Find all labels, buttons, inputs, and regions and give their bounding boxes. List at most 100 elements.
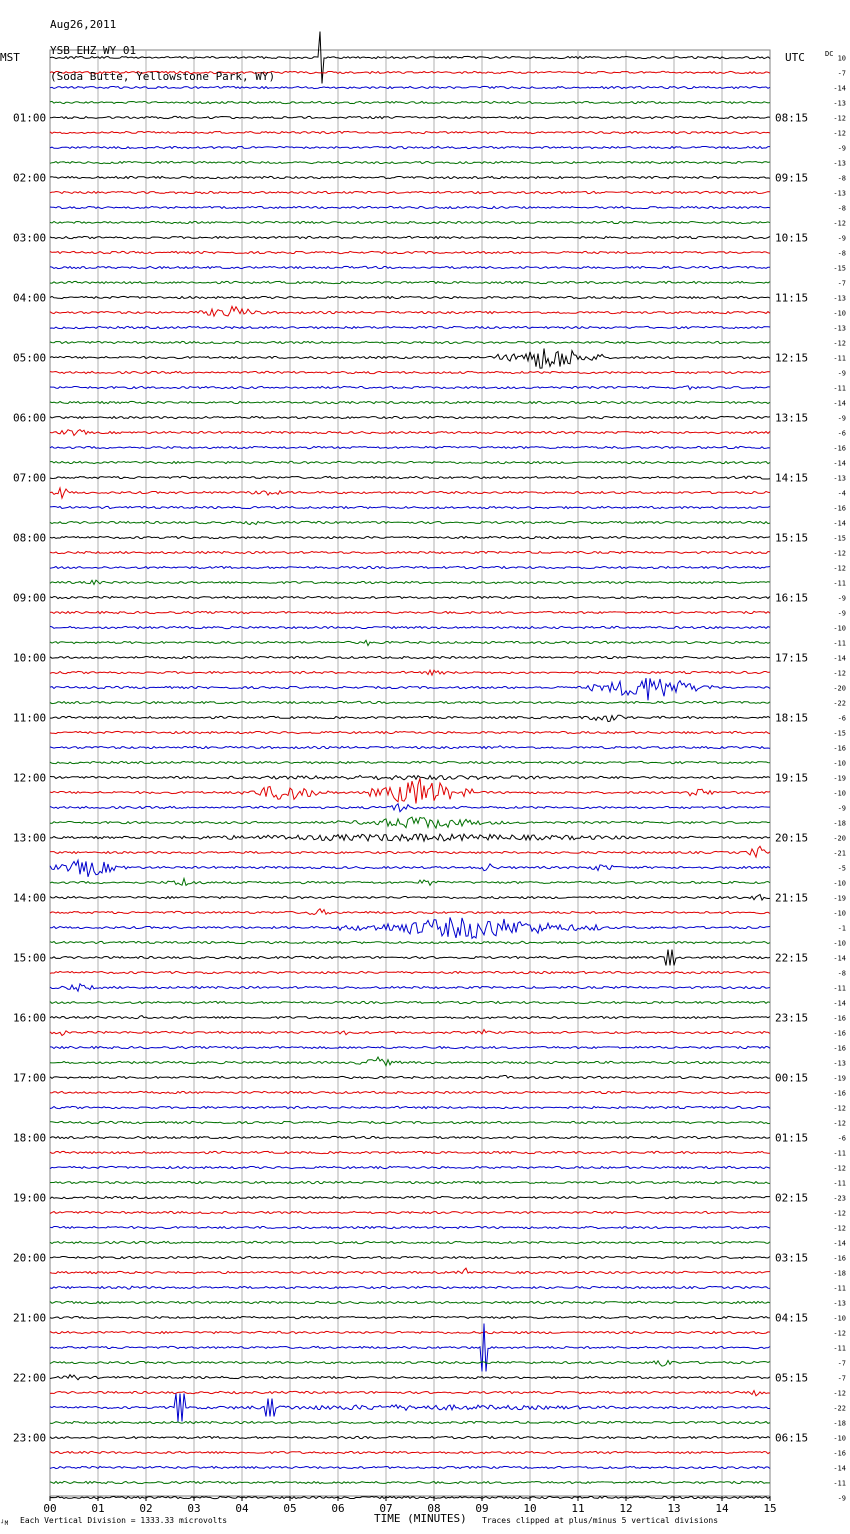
trace-line	[49, 565, 771, 570]
trace-line	[49, 428, 771, 437]
trace-line	[49, 908, 771, 916]
dc-offset-label: -9	[838, 1495, 846, 1503]
trace-line	[49, 1255, 771, 1260]
trace-line	[49, 1225, 771, 1230]
dc-offset-label: -16	[833, 1030, 846, 1038]
dc-offset-label: -19	[833, 1075, 846, 1083]
dc-offset-label: -10	[833, 1435, 846, 1443]
dc-offset-label: -16	[833, 1090, 846, 1098]
trace-line	[49, 31, 771, 84]
trace-line	[49, 486, 771, 500]
dc-offset-label: -10	[833, 760, 846, 768]
dc-offset-label: -13	[833, 475, 846, 483]
x-tick-label: 04	[235, 1502, 249, 1515]
utc-hour-label: 15:15	[775, 532, 808, 545]
mst-hour-label: 03:00	[13, 232, 46, 245]
dc-offset-label: -12	[833, 130, 846, 138]
dc-offset-label: -8	[838, 970, 846, 978]
trace-line	[49, 1323, 771, 1372]
dc-offset-label: -11	[833, 985, 846, 993]
dc-offset-label: -16	[833, 745, 846, 753]
trace-line	[49, 460, 771, 465]
utc-hour-label: 03:15	[775, 1252, 808, 1265]
mst-hour-label: 13:00	[13, 832, 46, 845]
dc-offset-label: -10	[833, 1315, 846, 1323]
trace-line	[49, 579, 771, 586]
trace-line	[50, 714, 771, 723]
trace-line	[49, 655, 771, 660]
dc-offset-label: -20	[833, 835, 846, 843]
trace-line	[49, 970, 771, 975]
dc-offset-label: -22	[833, 700, 846, 708]
trace-line	[49, 1285, 771, 1290]
trace-line	[49, 348, 771, 369]
dc-offset-label: -8	[838, 175, 846, 183]
utc-hour-label: 11:15	[775, 292, 808, 305]
trace-line	[49, 1000, 771, 1005]
header-location: (Soda Butte, Yellowstone Park, WY)	[50, 70, 276, 83]
x-tick-label: 15	[763, 1502, 776, 1515]
mst-hour-label: 06:00	[13, 412, 46, 425]
trace-line	[49, 1195, 770, 1200]
utc-hour-label: 01:15	[775, 1132, 808, 1145]
trace-line	[49, 1165, 771, 1170]
dc-offset-label: -6	[838, 430, 846, 438]
trace-line	[49, 639, 771, 647]
trace-line	[50, 1120, 771, 1125]
dc-offset-label: -21	[833, 850, 846, 858]
mst-hour-label: 05:00	[13, 352, 46, 365]
mst-hour-label: 04:00	[13, 292, 46, 305]
dc-offset-label: -15	[833, 265, 846, 273]
trace-line	[49, 1015, 771, 1020]
dc-offset-labels: 10 -7 -14 -13 -12 -12 -9 -13 -8 -13 -8 -12 -9 -8 -15 -7…	[833, 55, 846, 1503]
trace-line	[49, 1075, 771, 1080]
dc-offset-label: -11	[833, 580, 846, 588]
dc-offset-label: -16	[833, 1015, 846, 1023]
x-tick-label: 01	[91, 1502, 104, 1515]
dc-offset-label: -12	[833, 565, 846, 573]
trace-line	[49, 445, 771, 450]
trace-line	[49, 190, 771, 195]
dc-offset-label: -13	[833, 325, 846, 333]
trace-line	[49, 1028, 771, 1037]
trace-line	[49, 265, 770, 270]
trace-line	[49, 1300, 771, 1305]
dc-offset-label: -13	[833, 1060, 846, 1068]
trace-line	[49, 668, 771, 677]
dc-offset-label: -11	[833, 385, 846, 393]
dc-offset-label: -7	[838, 1360, 846, 1368]
utc-hour-label: 21:15	[775, 892, 808, 905]
clip-note: Traces clipped at plus/minus 5 vertical …	[482, 1516, 718, 1525]
trace-line	[49, 982, 771, 993]
dc-offset-label: -12	[833, 1105, 846, 1113]
mst-hour-label: 16:00	[13, 1012, 46, 1025]
dc-offset-label: -14	[833, 1000, 846, 1008]
utc-hour-label: 02:15	[775, 1192, 808, 1205]
trace-line	[49, 145, 770, 150]
x-tick-label: 13	[667, 1502, 680, 1515]
dc-offset-label: -14	[833, 520, 846, 528]
mst-hour-label: 15:00	[13, 952, 46, 965]
trace-line	[49, 625, 771, 630]
x-tick-label: 02	[139, 1502, 152, 1515]
x-tick-label: 11	[571, 1502, 584, 1515]
dc-offset-label: -12	[833, 550, 846, 558]
dc-offset-label: -11	[833, 640, 846, 648]
trace-line	[49, 305, 771, 318]
corner-mark: ┘M	[0, 1519, 9, 1527]
trace-line	[49, 774, 771, 781]
dc-offset-label: -7	[838, 280, 846, 288]
trace-line	[49, 1090, 770, 1095]
dc-offset-label: -10	[833, 625, 846, 633]
dc-offset-label: -12	[833, 1390, 846, 1398]
trace-line	[49, 1105, 771, 1110]
hour-labels: 01:00 02:00 03:00 04:00 05:00 06:00 07:00 08:00…	[13, 112, 808, 1445]
trace-line	[49, 760, 771, 765]
trace-line	[49, 1150, 771, 1155]
chart-header: Aug26,2011 YSB EHZ WY 01 (Soda Butte, Ye…	[50, 5, 275, 96]
trace-line	[50, 832, 771, 843]
dc-offset-label: -23	[833, 1195, 846, 1203]
dc-offset-label: -16	[833, 445, 846, 453]
trace-line	[49, 85, 771, 90]
time-grid	[49, 49, 771, 1497]
